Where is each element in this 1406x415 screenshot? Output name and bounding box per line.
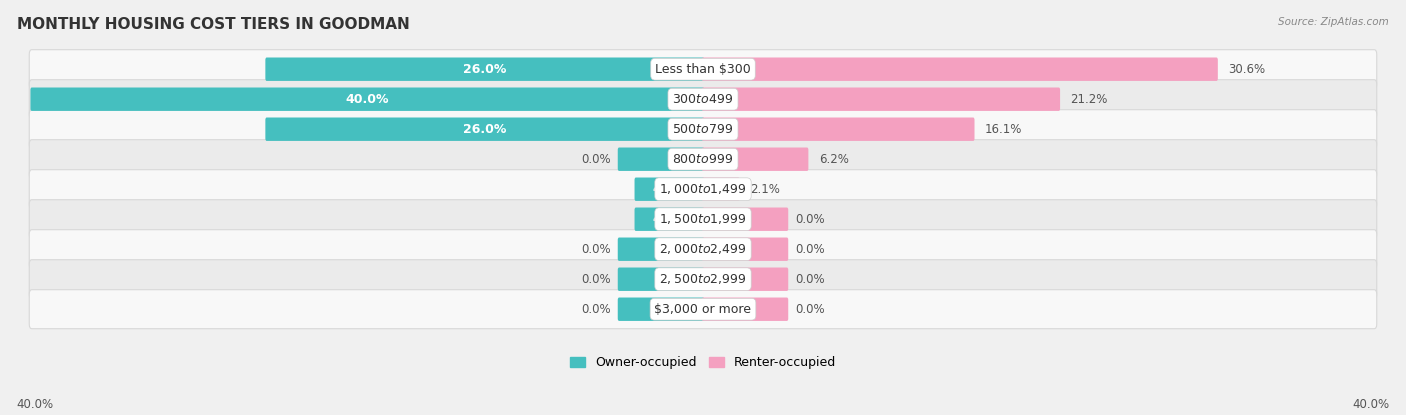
FancyBboxPatch shape — [634, 178, 704, 201]
Text: 6.2%: 6.2% — [818, 153, 849, 166]
FancyBboxPatch shape — [30, 110, 1376, 149]
FancyBboxPatch shape — [634, 208, 704, 231]
Text: 4.0%: 4.0% — [652, 213, 686, 226]
Text: 40.0%: 40.0% — [17, 398, 53, 411]
Text: $1,000 to $1,499: $1,000 to $1,499 — [659, 182, 747, 196]
Text: $2,500 to $2,999: $2,500 to $2,999 — [659, 272, 747, 286]
FancyBboxPatch shape — [702, 268, 789, 291]
Text: 40.0%: 40.0% — [346, 93, 389, 106]
Text: 30.6%: 30.6% — [1229, 63, 1265, 76]
FancyBboxPatch shape — [30, 50, 1376, 89]
FancyBboxPatch shape — [266, 117, 704, 141]
FancyBboxPatch shape — [30, 140, 1376, 179]
FancyBboxPatch shape — [30, 170, 1376, 209]
FancyBboxPatch shape — [617, 147, 704, 171]
FancyBboxPatch shape — [30, 200, 1376, 239]
Text: $300 to $499: $300 to $499 — [672, 93, 734, 106]
Text: 0.0%: 0.0% — [581, 243, 610, 256]
Text: 2.1%: 2.1% — [749, 183, 780, 196]
Text: 0.0%: 0.0% — [796, 213, 825, 226]
Text: 0.0%: 0.0% — [581, 303, 610, 316]
FancyBboxPatch shape — [702, 237, 789, 261]
Text: $1,500 to $1,999: $1,500 to $1,999 — [659, 212, 747, 226]
FancyBboxPatch shape — [266, 58, 704, 81]
Text: $3,000 or more: $3,000 or more — [655, 303, 751, 316]
Text: $2,000 to $2,499: $2,000 to $2,499 — [659, 242, 747, 256]
FancyBboxPatch shape — [702, 147, 808, 171]
FancyBboxPatch shape — [30, 80, 1376, 119]
Text: 0.0%: 0.0% — [796, 273, 825, 286]
FancyBboxPatch shape — [30, 230, 1376, 269]
Text: $800 to $999: $800 to $999 — [672, 153, 734, 166]
FancyBboxPatch shape — [617, 298, 704, 321]
FancyBboxPatch shape — [702, 208, 789, 231]
Text: 26.0%: 26.0% — [463, 63, 506, 76]
Text: 21.2%: 21.2% — [1070, 93, 1108, 106]
Text: 16.1%: 16.1% — [986, 123, 1022, 136]
Legend: Owner-occupied, Renter-occupied: Owner-occupied, Renter-occupied — [569, 356, 837, 369]
FancyBboxPatch shape — [702, 117, 974, 141]
Text: Less than $300: Less than $300 — [655, 63, 751, 76]
Text: 4.0%: 4.0% — [652, 183, 686, 196]
Text: 0.0%: 0.0% — [796, 243, 825, 256]
Text: 0.0%: 0.0% — [796, 303, 825, 316]
FancyBboxPatch shape — [617, 268, 704, 291]
Text: 26.0%: 26.0% — [463, 123, 506, 136]
Text: 0.0%: 0.0% — [581, 273, 610, 286]
Text: 0.0%: 0.0% — [581, 153, 610, 166]
Text: MONTHLY HOUSING COST TIERS IN GOODMAN: MONTHLY HOUSING COST TIERS IN GOODMAN — [17, 17, 409, 32]
FancyBboxPatch shape — [702, 178, 740, 201]
Text: $500 to $799: $500 to $799 — [672, 123, 734, 136]
FancyBboxPatch shape — [30, 260, 1376, 299]
FancyBboxPatch shape — [617, 237, 704, 261]
FancyBboxPatch shape — [31, 88, 704, 111]
Text: Source: ZipAtlas.com: Source: ZipAtlas.com — [1278, 17, 1389, 27]
FancyBboxPatch shape — [30, 290, 1376, 329]
FancyBboxPatch shape — [702, 58, 1218, 81]
FancyBboxPatch shape — [702, 88, 1060, 111]
FancyBboxPatch shape — [702, 298, 789, 321]
Text: 40.0%: 40.0% — [1353, 398, 1389, 411]
